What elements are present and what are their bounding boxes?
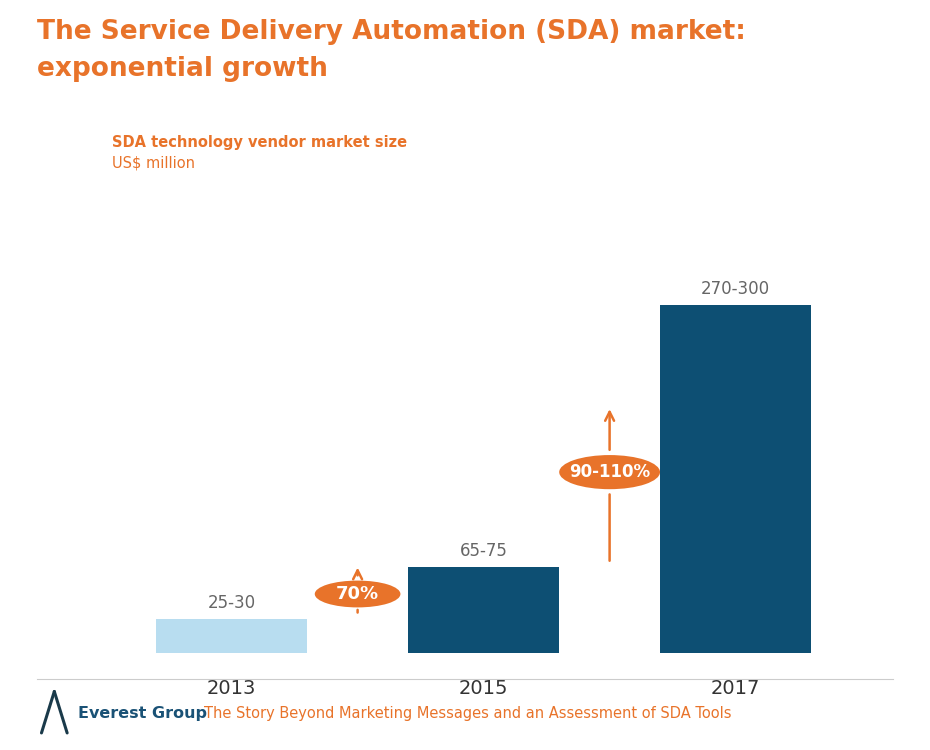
Bar <box>408 567 559 652</box>
Text: exponential growth: exponential growth <box>37 56 328 82</box>
Ellipse shape <box>314 580 401 608</box>
Text: US$ million: US$ million <box>112 155 194 170</box>
Text: 25-30: 25-30 <box>207 594 256 612</box>
Text: The Service Delivery Automation (SDA) market:: The Service Delivery Automation (SDA) ma… <box>37 19 746 45</box>
Text: 2015: 2015 <box>458 680 509 698</box>
Text: 70%: 70% <box>336 585 379 603</box>
Text: 270-300: 270-300 <box>701 280 770 298</box>
Text: 2013: 2013 <box>206 680 257 698</box>
Text: 90-110%: 90-110% <box>569 463 650 482</box>
Text: The Story Beyond Marketing Messages and an Assessment of SDA Tools: The Story Beyond Marketing Messages and … <box>204 706 732 722</box>
Bar <box>660 305 811 652</box>
Text: 65-75: 65-75 <box>459 542 508 560</box>
Text: Everest Group: Everest Group <box>78 706 207 722</box>
Ellipse shape <box>559 455 660 489</box>
Text: SDA technology vendor market size: SDA technology vendor market size <box>112 135 406 150</box>
Text: 2017: 2017 <box>711 680 761 698</box>
Bar <box>156 619 307 652</box>
